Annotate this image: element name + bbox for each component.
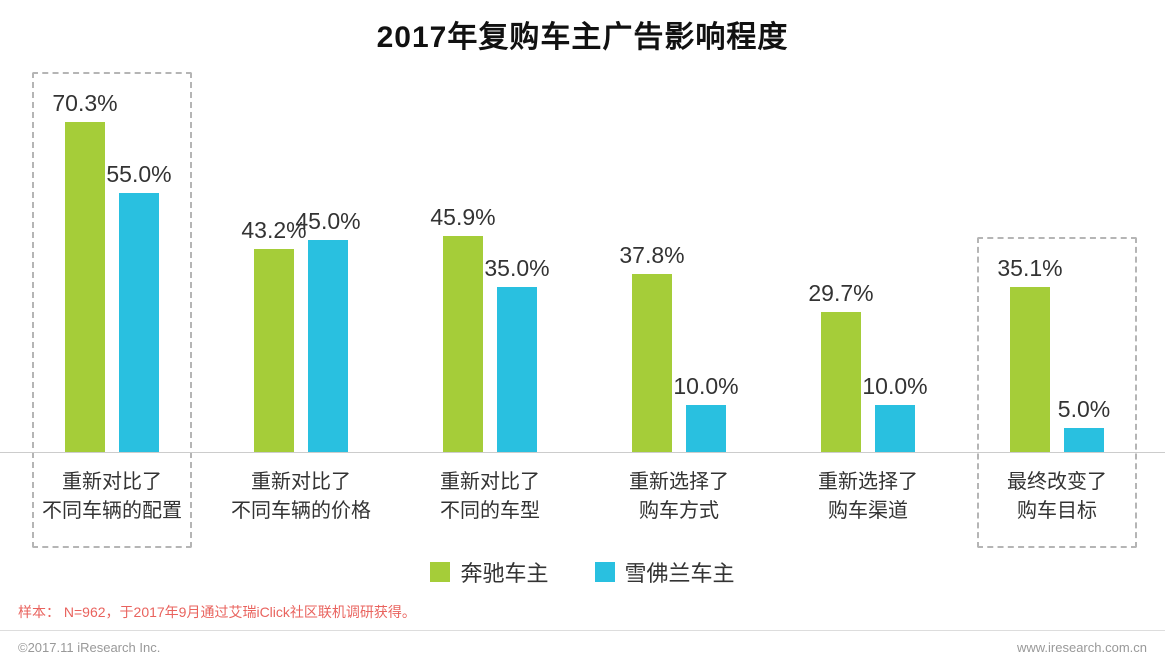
- bar-series0-group2: [443, 236, 483, 452]
- category-label: 最终改变了 购车目标: [962, 468, 1152, 526]
- value-label: 35.1%: [997, 255, 1063, 281]
- bar-series1-group3: [686, 405, 726, 452]
- value-label: 45.0%: [295, 208, 361, 234]
- bar-series0-group0: [65, 122, 105, 452]
- category-label-line: 重新选择了: [629, 471, 729, 493]
- sample-note: 样本： N=962，于2017年9月通过艾瑞iClick社区联机调研获得。: [18, 604, 416, 620]
- value-label: 37.8%: [619, 242, 685, 268]
- bar-series0-group4: [821, 312, 861, 452]
- category-label-line: 不同的车型: [440, 500, 540, 522]
- legend-label-chevrolet: 雪佛兰车主: [624, 561, 735, 586]
- bar-series1-group0: [119, 193, 159, 452]
- legend-item-chevrolet: 雪佛兰车主: [594, 556, 735, 588]
- legend-item-benz: 奔驰车主: [430, 556, 549, 588]
- bar-series1-group1: [308, 240, 348, 452]
- category-label-line: 购车目标: [1017, 500, 1097, 522]
- footer-divider: [0, 630, 1165, 631]
- category-label-line: 购车渠道: [828, 500, 908, 522]
- bar-series0-group5: [1010, 287, 1050, 452]
- value-label: 55.0%: [106, 161, 172, 187]
- category-label-line: 重新对比了: [251, 471, 351, 493]
- benz-color-swatch: [430, 562, 451, 582]
- category-label-line: 购车方式: [639, 500, 719, 522]
- value-label: 10.0%: [862, 373, 928, 399]
- category-label-line: 不同车辆的配置: [42, 500, 182, 522]
- value-label: 70.3%: [52, 90, 118, 116]
- chart-title: 2017年复购车主广告影响程度: [376, 21, 789, 54]
- value-label: 45.9%: [430, 204, 496, 230]
- value-label: 43.2%: [241, 217, 307, 243]
- highlight-box: [977, 237, 1137, 548]
- copyright-text: ©2017.11 iResearch Inc.: [18, 640, 161, 655]
- bar-series0-group1: [254, 249, 294, 452]
- category-label-line: 最终改变了: [1007, 471, 1107, 493]
- value-label: 10.0%: [673, 373, 739, 399]
- x-axis-line: [0, 452, 1165, 453]
- bar-series1-group2: [497, 287, 537, 452]
- category-label: 重新对比了不同车辆的配置: [17, 468, 207, 526]
- bar-chart: 70.3% 55.0% 重新对比了不同车辆的配置 43.2% 45.0% 重新对比了不同车…: [0, 52, 1165, 552]
- legend-label-benz: 奔驰车主: [460, 561, 549, 586]
- bar-series1-group5: [1064, 428, 1104, 452]
- website-text: www.iresearch.com.cn: [1016, 640, 1147, 655]
- category-label: 重新选择了 购车方式: [584, 468, 774, 526]
- highlight-box: [32, 72, 192, 548]
- category-label: 重新选择了 购车渠道: [773, 468, 963, 526]
- value-label: 35.0%: [484, 255, 550, 281]
- category-label-line: 重新对比了: [62, 471, 162, 493]
- bar-series1-group4: [875, 405, 915, 452]
- category-label-line: 重新对比了: [440, 471, 540, 493]
- value-label: 29.7%: [808, 280, 874, 306]
- category-label-line: 不同车辆的价格: [231, 500, 371, 522]
- category-label-line: 重新选择了: [818, 471, 918, 493]
- category-label: 重新对比了不同车辆的价格: [206, 468, 396, 526]
- bar-series0-group3: [632, 274, 672, 452]
- value-label: 5.0%: [1057, 396, 1111, 422]
- chevrolet-color-swatch: [594, 562, 615, 582]
- category-label: 重新对比了不同的车型: [395, 468, 585, 526]
- chart-legend: 奔驰车主 雪佛兰车主: [0, 556, 1165, 588]
